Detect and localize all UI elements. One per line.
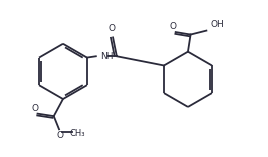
Text: O: O xyxy=(169,22,176,31)
Text: O: O xyxy=(108,24,115,33)
Text: O: O xyxy=(56,131,63,140)
Text: NH: NH xyxy=(100,52,114,61)
Text: O: O xyxy=(31,104,38,113)
Text: OH: OH xyxy=(210,20,224,29)
Text: CH₃: CH₃ xyxy=(70,129,85,138)
